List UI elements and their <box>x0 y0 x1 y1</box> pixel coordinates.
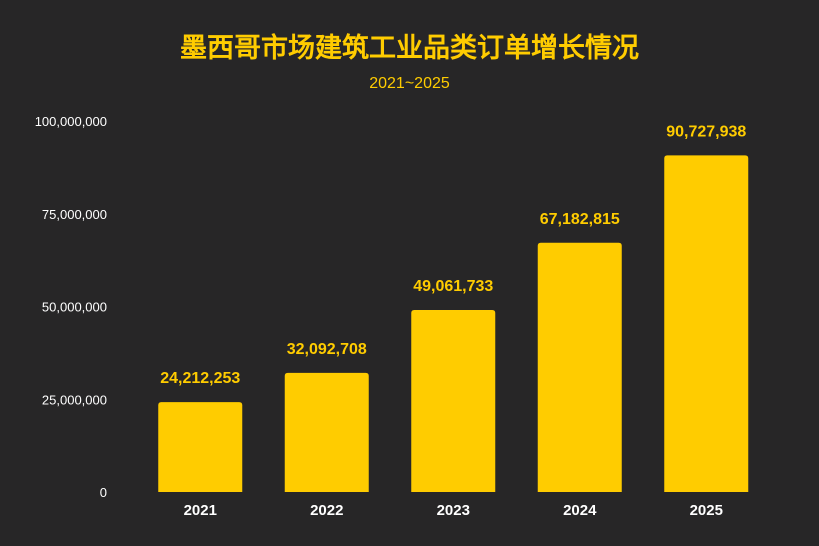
data-label: 32,092,708 <box>287 341 367 358</box>
y-tick-label: 50,000,000 <box>42 300 107 315</box>
x-tick-label: 2023 <box>437 502 470 519</box>
y-tick-label: 75,000,000 <box>42 207 107 222</box>
data-label: 90,727,938 <box>666 123 746 140</box>
bar-2025 <box>664 155 749 492</box>
bar-2021 <box>158 402 243 492</box>
x-tick-label: 2022 <box>310 502 343 519</box>
bar-2023 <box>411 309 496 492</box>
chart-title: 墨西哥市场建筑工业品类订单增长情况 <box>180 33 639 64</box>
x-tick-label: 2024 <box>563 502 597 519</box>
bar-2022 <box>284 372 369 492</box>
data-label: 49,061,733 <box>413 278 493 295</box>
y-tick-label: 100,000,000 <box>35 114 107 129</box>
data-label: 67,182,815 <box>540 211 620 228</box>
y-tick-label: 0 <box>100 485 107 500</box>
x-tick-label: 2021 <box>184 502 217 519</box>
y-tick-label: 25,000,000 <box>42 392 107 407</box>
data-label: 24,212,253 <box>160 370 240 387</box>
bar-2024 <box>537 242 622 492</box>
chart-subtitle: 2021~2025 <box>369 75 450 92</box>
x-tick-label: 2025 <box>690 502 723 519</box>
